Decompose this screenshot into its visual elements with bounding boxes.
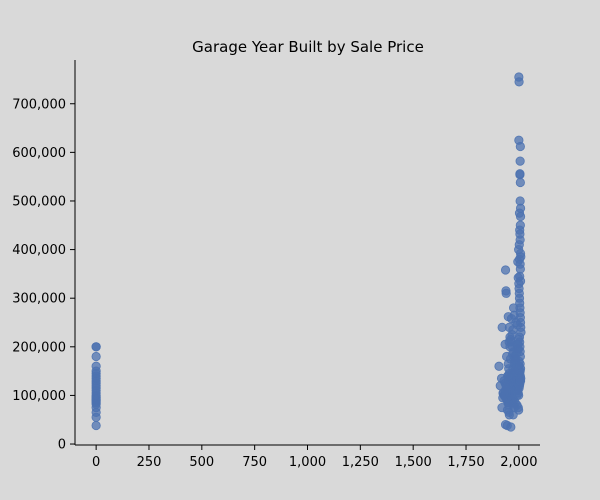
data-point: [515, 177, 525, 188]
data-point: [91, 412, 101, 422]
data-point: [506, 422, 516, 432]
data-point: [500, 265, 511, 275]
x-axis: 0 250 500 750 1,000 1,250 1,500 1,750 2,000: [92, 445, 537, 470]
data-point: [91, 342, 101, 352]
y-tick-label: 700,000: [12, 97, 66, 112]
data-point: [514, 77, 524, 87]
data-point: [498, 393, 508, 403]
data-point: [515, 211, 526, 222]
data-point: [494, 361, 504, 371]
y-tick-label: 400,000: [12, 243, 66, 258]
y-tick-label: 300,000: [12, 292, 66, 307]
data-point: [515, 359, 525, 369]
x-tick-label: 1,000: [289, 455, 326, 470]
y-tick-label: 600,000: [12, 146, 66, 161]
y-tick-label: 100,000: [12, 389, 66, 404]
x-tick-label: 750: [242, 455, 267, 470]
data-point: [503, 371, 513, 381]
data-point: [515, 141, 525, 152]
data-point: [504, 400, 514, 410]
x-tick-label: 250: [137, 455, 162, 470]
data-point: [91, 420, 101, 431]
x-tick-label: 1,500: [395, 455, 432, 470]
y-tick-label: 500,000: [12, 194, 66, 209]
data-point: [497, 322, 507, 332]
x-tick-label: 500: [189, 455, 214, 470]
data-point: [514, 334, 524, 345]
data-point: [501, 288, 511, 298]
y-tick-label: 200,000: [12, 340, 66, 355]
data-point: [515, 170, 525, 180]
y-axis: 0 100,000 200,000 300,000 400,000 500,000 600,…: [12, 97, 75, 453]
x-tick-label: 1,250: [342, 455, 379, 470]
data-point: [91, 351, 101, 362]
scatter-series: [91, 72, 526, 432]
x-tick-label: 0: [92, 455, 100, 470]
y-tick-label: 0: [58, 438, 66, 453]
x-tick-label: 2,000: [500, 455, 537, 470]
data-point: [515, 156, 525, 166]
x-tick-label: 1,750: [447, 455, 484, 470]
chart-title: Garage Year Built by Sale Price: [192, 38, 424, 56]
